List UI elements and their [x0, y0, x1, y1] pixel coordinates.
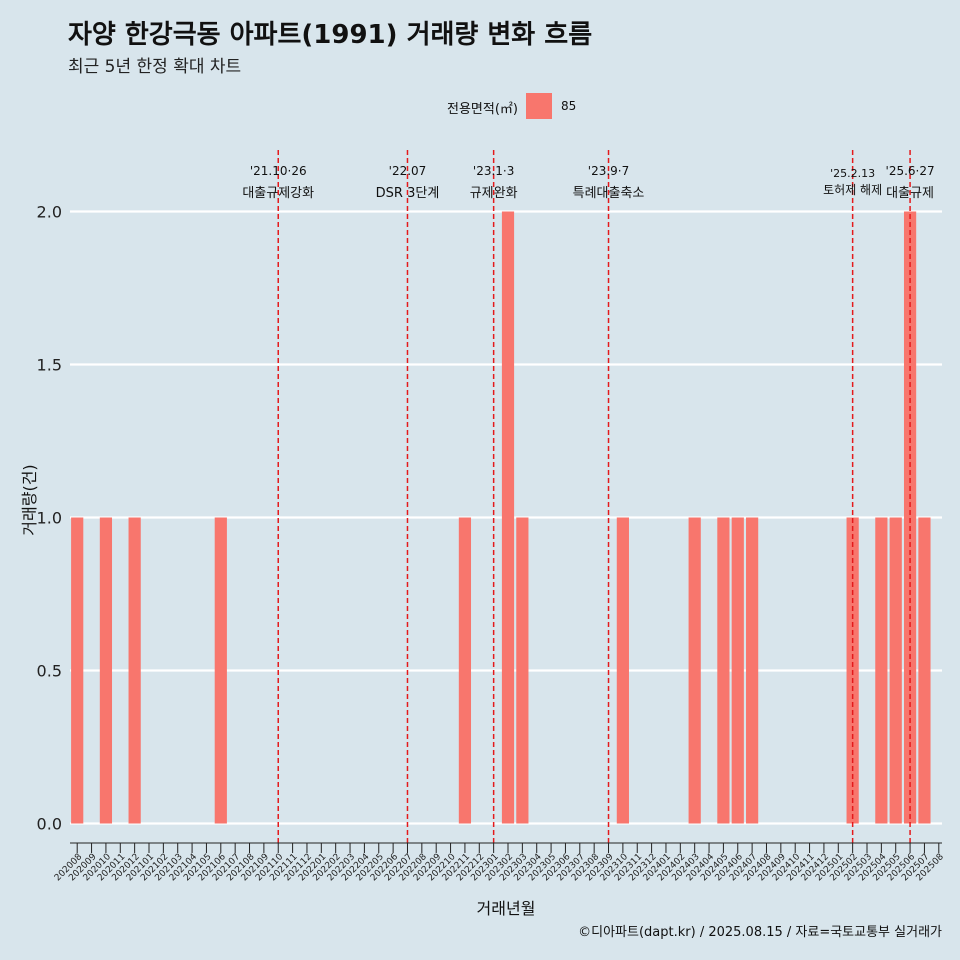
bar [717, 517, 730, 824]
bar [214, 517, 227, 824]
event-label: 규제완화 [470, 186, 518, 201]
legend-key-swatch [526, 93, 552, 119]
bar [889, 517, 902, 824]
legend: 전용면적(㎡) 85 [0, 93, 960, 121]
y-tick-label: 1.0 [37, 509, 62, 528]
event-label: 토허제 해제 [823, 183, 882, 197]
bar [746, 517, 759, 824]
event-label: 대출규제강화 [242, 186, 314, 201]
x-axis-title: 거래년월 [477, 899, 536, 918]
y-tick-label: 0.5 [37, 662, 62, 681]
legend-item-label: 85 [561, 99, 577, 113]
bar [616, 517, 629, 824]
bar [875, 517, 888, 824]
event-label: 대출규제 [886, 186, 934, 201]
event-date-label: '23.9·7 [588, 164, 629, 178]
event-date-label: '21.10·26 [250, 164, 307, 178]
event-label: DSR 3단계 [376, 186, 440, 201]
y-axis-title: 거래량(건) [20, 464, 39, 535]
y-tick-label: 0.0 [37, 815, 62, 834]
event-date-label: '25.6·27 [886, 164, 935, 178]
event-date-label: '25.2.13 [830, 167, 875, 180]
bar [99, 517, 113, 824]
bar [128, 517, 141, 824]
chart-title: 자양 한강극동 아파트(1991) 거래량 변화 흐름 [68, 20, 593, 50]
y-tick-label: 1.5 [37, 356, 62, 375]
bar [688, 517, 701, 824]
source-caption: ©디아파트(dapt.kr) / 2025.08.15 / 자료=국토교통부 실… [578, 925, 942, 940]
bar [731, 517, 744, 824]
bar [501, 211, 515, 824]
bar [516, 517, 529, 824]
legend-title: 전용면적(㎡) [447, 102, 518, 117]
chart-subtitle: 최근 5년 한정 확대 차트 [68, 57, 242, 77]
bar [458, 517, 472, 824]
bar [903, 211, 917, 824]
bar [71, 517, 84, 824]
event-date-label: '22.07 [389, 164, 427, 178]
event-date-label: '23.1·3 [473, 164, 514, 178]
y-tick-label: 2.0 [37, 203, 62, 222]
event-label: 특례대출축소 [573, 186, 645, 201]
bar [918, 517, 931, 824]
